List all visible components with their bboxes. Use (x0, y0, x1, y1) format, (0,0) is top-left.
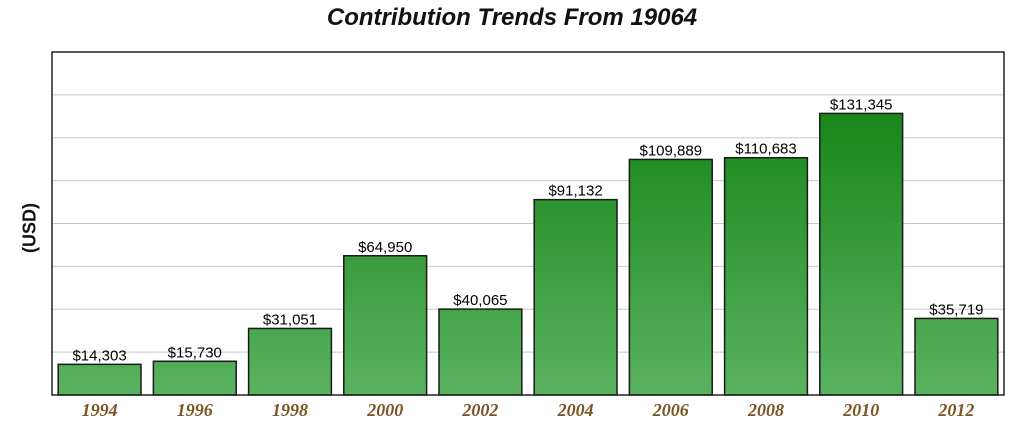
x-tick-2004: 2004 (557, 400, 594, 420)
x-tick-1996: 1996 (177, 400, 213, 420)
x-tick-2006: 2006 (652, 400, 689, 420)
bar-2002 (438, 308, 523, 396)
data-label-1994: $14,303 (72, 347, 126, 364)
data-label-2008: $110,683 (735, 141, 796, 158)
data-label-2000: $64,950 (358, 239, 412, 256)
x-tick-2012: 2012 (937, 400, 974, 420)
data-label-2002: $40,065 (453, 292, 507, 309)
x-tick-1998: 1998 (272, 400, 308, 420)
bar-1998 (247, 327, 333, 396)
plot-area-border (51, 51, 1005, 396)
data-label-1998: $31,051 (263, 311, 317, 328)
x-tick-2000: 2000 (366, 400, 403, 420)
bar-1994 (57, 363, 142, 396)
bar-1996 (152, 360, 237, 396)
data-label-2010: $131,345 (830, 96, 893, 113)
data-label-2006: $109,889 (640, 142, 703, 159)
x-tick-labels: 1994 1996 1998 2000 2002 2004 2006 2008 2010 2012 (82, 400, 975, 420)
chart-title: Contribution Trends From 19064 (326, 4, 698, 31)
bar-2006 (628, 158, 713, 396)
x-tick-1994: 1994 (82, 400, 118, 420)
bar-2004 (533, 198, 618, 396)
bar-2012 (914, 317, 999, 396)
bar-2000 (343, 255, 428, 396)
x-tick-2010: 2010 (842, 400, 879, 420)
bar-2010 (819, 112, 904, 396)
data-label-2004: $91,132 (548, 183, 602, 200)
bar-2008 (723, 156, 809, 396)
x-tick-2002: 2002 (461, 400, 498, 420)
data-label-2012: $35,719 (929, 301, 983, 318)
data-labels: $14,303 $15,730 $31,051 $64,950 $40,065 $91,1… (72, 96, 983, 364)
data-label-1996: $15,730 (168, 344, 222, 361)
x-tick-2008: 2008 (747, 400, 784, 420)
